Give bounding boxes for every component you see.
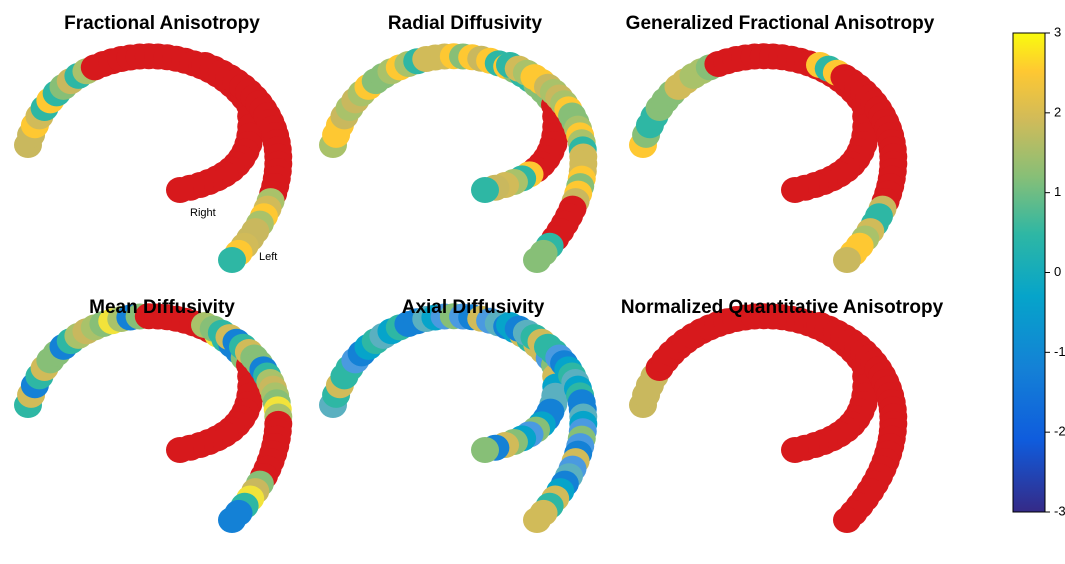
panel-title: Mean Diffusivity (89, 297, 235, 318)
tract-label: Right (190, 207, 216, 219)
panel-title: Radial Diffusivity (388, 13, 543, 34)
colorbar-tick-label: 0 (1054, 264, 1061, 279)
panel-title: Axial Diffusivity (402, 297, 545, 318)
colorbar-tick-label: 2 (1054, 104, 1061, 119)
tract-segment (166, 177, 194, 203)
panel-title: Generalized Fractional Anisotropy (626, 13, 935, 34)
tract (319, 43, 597, 273)
colorbar-tick-label: 1 (1054, 184, 1061, 199)
colorbar (1013, 33, 1045, 512)
tract-segment (523, 507, 551, 533)
tract-segment (218, 247, 246, 273)
tract (319, 303, 597, 533)
colorbar-tick-label: -3 (1054, 503, 1065, 518)
tract-segment (833, 247, 861, 273)
panel-title: Normalized Quantitative Anisotropy (621, 297, 944, 318)
tract (629, 43, 907, 273)
tract-segment (833, 507, 861, 533)
tract-segment (218, 507, 246, 533)
tract (14, 303, 292, 533)
tract-segment (781, 177, 809, 203)
colorbar-tick-label: 3 (1054, 24, 1061, 39)
colorbar-tick-label: -2 (1054, 424, 1065, 439)
tract-segment (166, 437, 194, 463)
tract-label: Left (259, 251, 277, 263)
tract-renderings (14, 43, 907, 533)
tract (14, 43, 292, 273)
tract-segment (523, 247, 551, 273)
panel-title: Fractional Anisotropy (64, 13, 260, 34)
tract-segment (781, 437, 809, 463)
tract (629, 303, 907, 533)
tract-segment (471, 437, 499, 463)
tract-segment (471, 177, 499, 203)
figure: Right Left Fractional Anisotropy Radial D… (0, 0, 1065, 564)
colorbar-tick-label: -1 (1054, 344, 1065, 359)
